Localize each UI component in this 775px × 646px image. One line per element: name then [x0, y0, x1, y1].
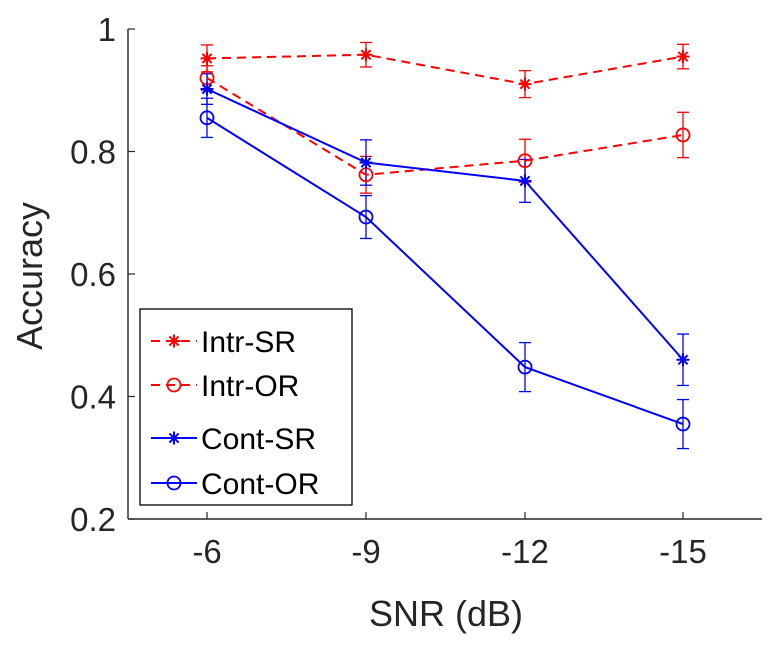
data-point-cont-or	[517, 359, 533, 375]
legend-item-intr-or: Intr-OR	[151, 370, 299, 403]
series-line-cont-or	[206, 116, 684, 426]
legend-label: Intr-OR	[201, 370, 299, 403]
data-point-intr-or	[517, 153, 533, 169]
x-tick-label: -12	[501, 533, 549, 570]
data-point-cont-or	[675, 416, 691, 432]
y-tick-label: 0.6	[70, 256, 116, 293]
series-lines	[206, 53, 684, 426]
data-point-cont-or	[358, 209, 374, 225]
x-tick-label: -6	[192, 533, 221, 570]
data-point-intr-sr	[200, 51, 214, 65]
data-point-cont-sr	[676, 353, 690, 367]
legend-label: Cont-OR	[201, 468, 319, 501]
series-line-intr-sr	[206, 53, 684, 86]
legend-marker	[167, 334, 181, 348]
legend-label: Intr-SR	[201, 326, 296, 359]
y-tick-label: 0.2	[70, 501, 116, 538]
data-point-cont-sr	[200, 82, 214, 96]
data-point-intr-or	[675, 127, 691, 143]
series-line-intr-or	[206, 77, 684, 176]
x-tick-label: -15	[659, 533, 707, 570]
data-point-cont-or	[199, 110, 215, 126]
data-point-cont-sr	[518, 174, 532, 188]
y-axis-title: Accuracy	[9, 202, 50, 350]
y-tick-label: 1	[98, 11, 116, 48]
x-tick-label: -9	[351, 533, 380, 570]
data-point-cont-sr	[359, 156, 373, 170]
series-markers	[199, 48, 691, 432]
y-tick-label: 0.8	[70, 134, 116, 171]
data-point-intr-sr	[676, 50, 690, 64]
error-bar-intr-or	[677, 111, 689, 159]
legend-label: Cont-SR	[201, 423, 316, 456]
data-point-intr-sr	[359, 48, 373, 62]
legend: Intr-SR Intr-OR Cont-SR Cont-OR	[139, 308, 353, 506]
legend-item-intr-sr: Intr-SR	[151, 326, 296, 359]
legend-marker	[166, 377, 182, 393]
y-tick-label: 0.4	[70, 379, 116, 416]
x-axis-title: SNR (dB)	[369, 593, 523, 634]
legend-item-cont-or: Cont-OR	[151, 468, 319, 501]
legend-item-cont-sr: Cont-SR	[151, 423, 316, 456]
legend-marker	[166, 475, 182, 491]
series-line-cont-sr	[206, 88, 684, 361]
data-point-intr-sr	[518, 77, 532, 91]
axes: 0.2 0.4 0.6 0.8 1 -6 -9 -12 -15	[70, 11, 762, 570]
legend-marker	[167, 431, 181, 445]
